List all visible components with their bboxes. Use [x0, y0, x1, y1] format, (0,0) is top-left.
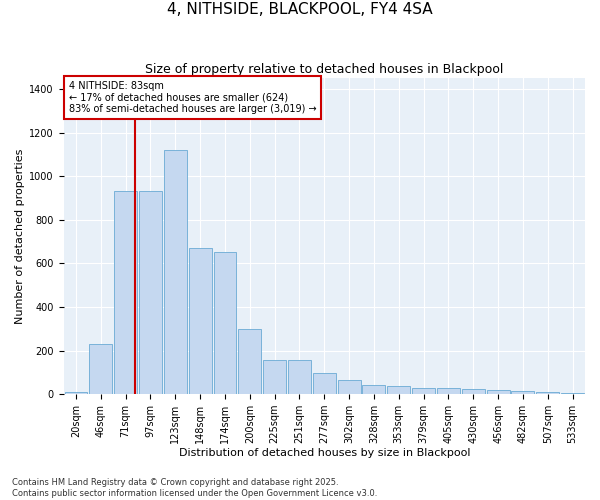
- Bar: [511, 390, 535, 394]
- Bar: [263, 360, 286, 394]
- Bar: [114, 192, 137, 394]
- Bar: [338, 380, 361, 394]
- Bar: [313, 374, 335, 394]
- Bar: [437, 388, 460, 394]
- Bar: [536, 392, 559, 394]
- Bar: [164, 150, 187, 394]
- Bar: [388, 386, 410, 394]
- Bar: [188, 248, 212, 394]
- Bar: [139, 192, 162, 394]
- X-axis label: Distribution of detached houses by size in Blackpool: Distribution of detached houses by size …: [179, 448, 470, 458]
- Bar: [288, 360, 311, 394]
- Bar: [362, 386, 385, 394]
- Bar: [561, 393, 584, 394]
- Bar: [214, 252, 236, 394]
- Text: 4 NITHSIDE: 83sqm
← 17% of detached houses are smaller (624)
83% of semi-detache: 4 NITHSIDE: 83sqm ← 17% of detached hous…: [69, 81, 316, 114]
- Y-axis label: Number of detached properties: Number of detached properties: [15, 148, 25, 324]
- Bar: [89, 344, 112, 394]
- Text: Contains HM Land Registry data © Crown copyright and database right 2025.
Contai: Contains HM Land Registry data © Crown c…: [12, 478, 377, 498]
- Bar: [65, 392, 88, 394]
- Bar: [462, 390, 485, 394]
- Bar: [487, 390, 509, 394]
- Bar: [412, 388, 435, 394]
- Bar: [238, 328, 261, 394]
- Text: 4, NITHSIDE, BLACKPOOL, FY4 4SA: 4, NITHSIDE, BLACKPOOL, FY4 4SA: [167, 2, 433, 18]
- Title: Size of property relative to detached houses in Blackpool: Size of property relative to detached ho…: [145, 62, 503, 76]
